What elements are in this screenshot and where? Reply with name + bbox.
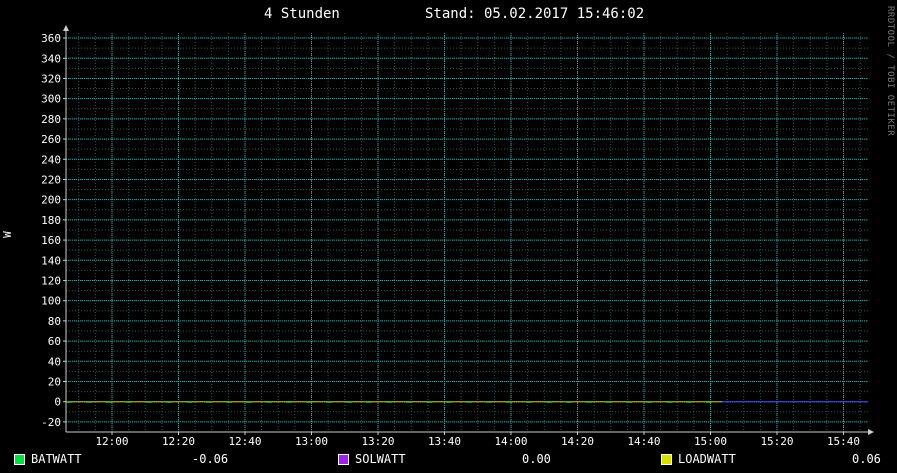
y-axis-label: W	[0, 231, 14, 238]
legend-swatch-batwatt	[14, 453, 25, 465]
x-axis-arrow	[868, 429, 874, 435]
y-tick-label: 80	[48, 315, 61, 328]
x-tick-label: 15:20	[760, 435, 793, 448]
legend-loadwatt: LOADWATT	[661, 452, 736, 466]
y-tick-label: 240	[41, 153, 61, 166]
legend-value-loadwatt: 0.06	[852, 452, 881, 466]
y-tick-label: 160	[41, 234, 61, 247]
y-axis-arrow	[63, 25, 69, 31]
y-tick-label: 60	[48, 335, 61, 348]
x-tick-label: 13:00	[295, 435, 328, 448]
y-tick-label: 0	[54, 396, 61, 409]
chart-timestamp: Stand: 05.02.2017 15:46:02	[425, 6, 645, 22]
y-tick-label: 200	[41, 194, 61, 207]
legend-swatch-solwatt	[338, 453, 349, 465]
x-tick-label: 12:40	[228, 435, 261, 448]
y-tick-label: 360	[41, 32, 61, 45]
legend-value-solwatt: 0.00	[522, 452, 551, 466]
y-tick-label: 280	[41, 113, 61, 126]
x-tick-label: 15:40	[827, 435, 860, 448]
y-tick-label: -20	[41, 416, 61, 429]
legend-batwatt: BATWATT	[14, 452, 82, 466]
legend-label-loadwatt: LOADWATT	[678, 452, 736, 466]
legend-label-solwatt: SOLWATT	[355, 452, 406, 466]
legend-label-batwatt: BATWATT	[31, 452, 82, 466]
legend-swatch-loadwatt	[661, 453, 672, 465]
y-tick-label: 340	[41, 52, 61, 65]
y-tick-label: 20	[48, 375, 61, 388]
y-tick-label: 220	[41, 173, 61, 186]
y-tick-label: 300	[41, 93, 61, 106]
x-tick-label: 15:00	[694, 435, 727, 448]
chart-period-title: 4 Stunden	[264, 6, 340, 22]
x-tick-label: 14:40	[627, 435, 660, 448]
x-tick-label: 13:20	[361, 435, 394, 448]
y-tick-label: 100	[41, 295, 61, 308]
x-tick-label: 14:00	[494, 435, 527, 448]
y-tick-label: 120	[41, 274, 61, 287]
legend-value-batwatt: -0.06	[192, 452, 229, 466]
legend-solwatt: SOLWATT	[338, 452, 406, 466]
x-tick-label: 14:20	[561, 435, 594, 448]
y-tick-label: 260	[41, 133, 61, 146]
y-tick-label: 140	[41, 254, 61, 267]
x-tick-label: 12:20	[162, 435, 195, 448]
y-tick-label: 40	[48, 355, 61, 368]
x-tick-label: 13:40	[428, 435, 461, 448]
y-tick-label: 320	[41, 72, 61, 85]
rrdtool-watermark: RRDTOOL / TOBI OETIKER	[885, 6, 895, 137]
y-tick-label: 180	[41, 214, 61, 227]
x-tick-label: 12:00	[95, 435, 128, 448]
